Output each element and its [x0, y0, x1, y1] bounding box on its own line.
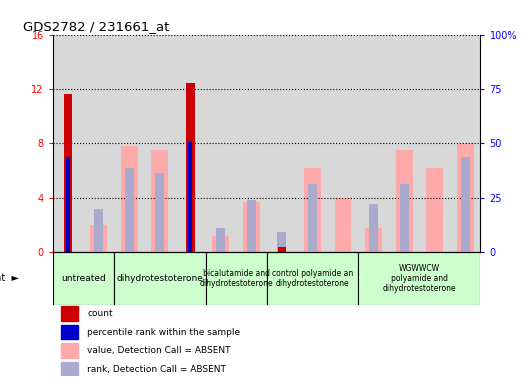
Bar — [83, 35, 114, 252]
Bar — [53, 35, 83, 252]
Bar — [419, 35, 450, 252]
Bar — [359, 35, 389, 252]
Bar — [389, 35, 419, 252]
Bar — [61, 362, 79, 376]
Text: count: count — [87, 309, 112, 318]
Bar — [145, 35, 175, 252]
Bar — [64, 94, 72, 252]
Text: bicalutamide and
dihydrotestoterone: bicalutamide and dihydrotestoterone — [199, 269, 273, 288]
Text: GDS2782 / 231661_at: GDS2782 / 231661_at — [23, 20, 169, 33]
Bar — [243, 202, 260, 252]
Bar — [426, 168, 443, 252]
Bar — [121, 146, 138, 252]
Bar — [61, 306, 79, 321]
Text: control polyamide an
dihydrotestoterone: control polyamide an dihydrotestoterone — [272, 269, 353, 288]
Bar — [308, 184, 317, 252]
Bar — [450, 35, 480, 252]
Bar — [125, 168, 134, 252]
Bar — [175, 35, 205, 252]
Bar — [205, 252, 267, 305]
Bar — [236, 35, 267, 252]
Bar — [267, 35, 297, 252]
Text: untreated: untreated — [61, 274, 106, 283]
Bar — [61, 325, 79, 339]
Bar — [267, 252, 359, 305]
Bar — [212, 236, 229, 252]
Bar — [359, 252, 480, 305]
Text: rank, Detection Call = ABSENT: rank, Detection Call = ABSENT — [87, 365, 226, 374]
Text: percentile rank within the sample: percentile rank within the sample — [87, 328, 240, 336]
Bar — [395, 150, 412, 252]
Bar — [460, 157, 470, 252]
Bar — [155, 173, 164, 252]
Bar — [53, 252, 114, 305]
Bar — [216, 228, 225, 252]
Text: dihydrotestoterone: dihydrotestoterone — [116, 274, 203, 283]
Bar — [369, 204, 378, 252]
Bar — [365, 228, 382, 252]
Bar — [247, 200, 256, 252]
Bar — [66, 157, 70, 252]
Bar — [278, 247, 286, 252]
Bar — [205, 35, 236, 252]
Text: agent  ►: agent ► — [0, 273, 18, 283]
Bar — [152, 150, 168, 252]
Bar — [328, 35, 359, 252]
Bar — [94, 209, 103, 252]
Bar — [114, 252, 205, 305]
Text: WGWWCW
polyamide and
dihydrotestoterone: WGWWCW polyamide and dihydrotestoterone — [383, 263, 456, 293]
Bar — [188, 142, 192, 252]
Bar — [61, 343, 79, 358]
Bar — [304, 168, 321, 252]
Bar — [400, 184, 409, 252]
Bar — [277, 232, 287, 252]
Bar — [90, 225, 107, 252]
Bar — [186, 83, 194, 252]
Bar — [335, 198, 352, 252]
Bar — [114, 35, 145, 252]
Bar — [297, 35, 328, 252]
Bar — [457, 143, 474, 252]
Text: value, Detection Call = ABSENT: value, Detection Call = ABSENT — [87, 346, 231, 355]
